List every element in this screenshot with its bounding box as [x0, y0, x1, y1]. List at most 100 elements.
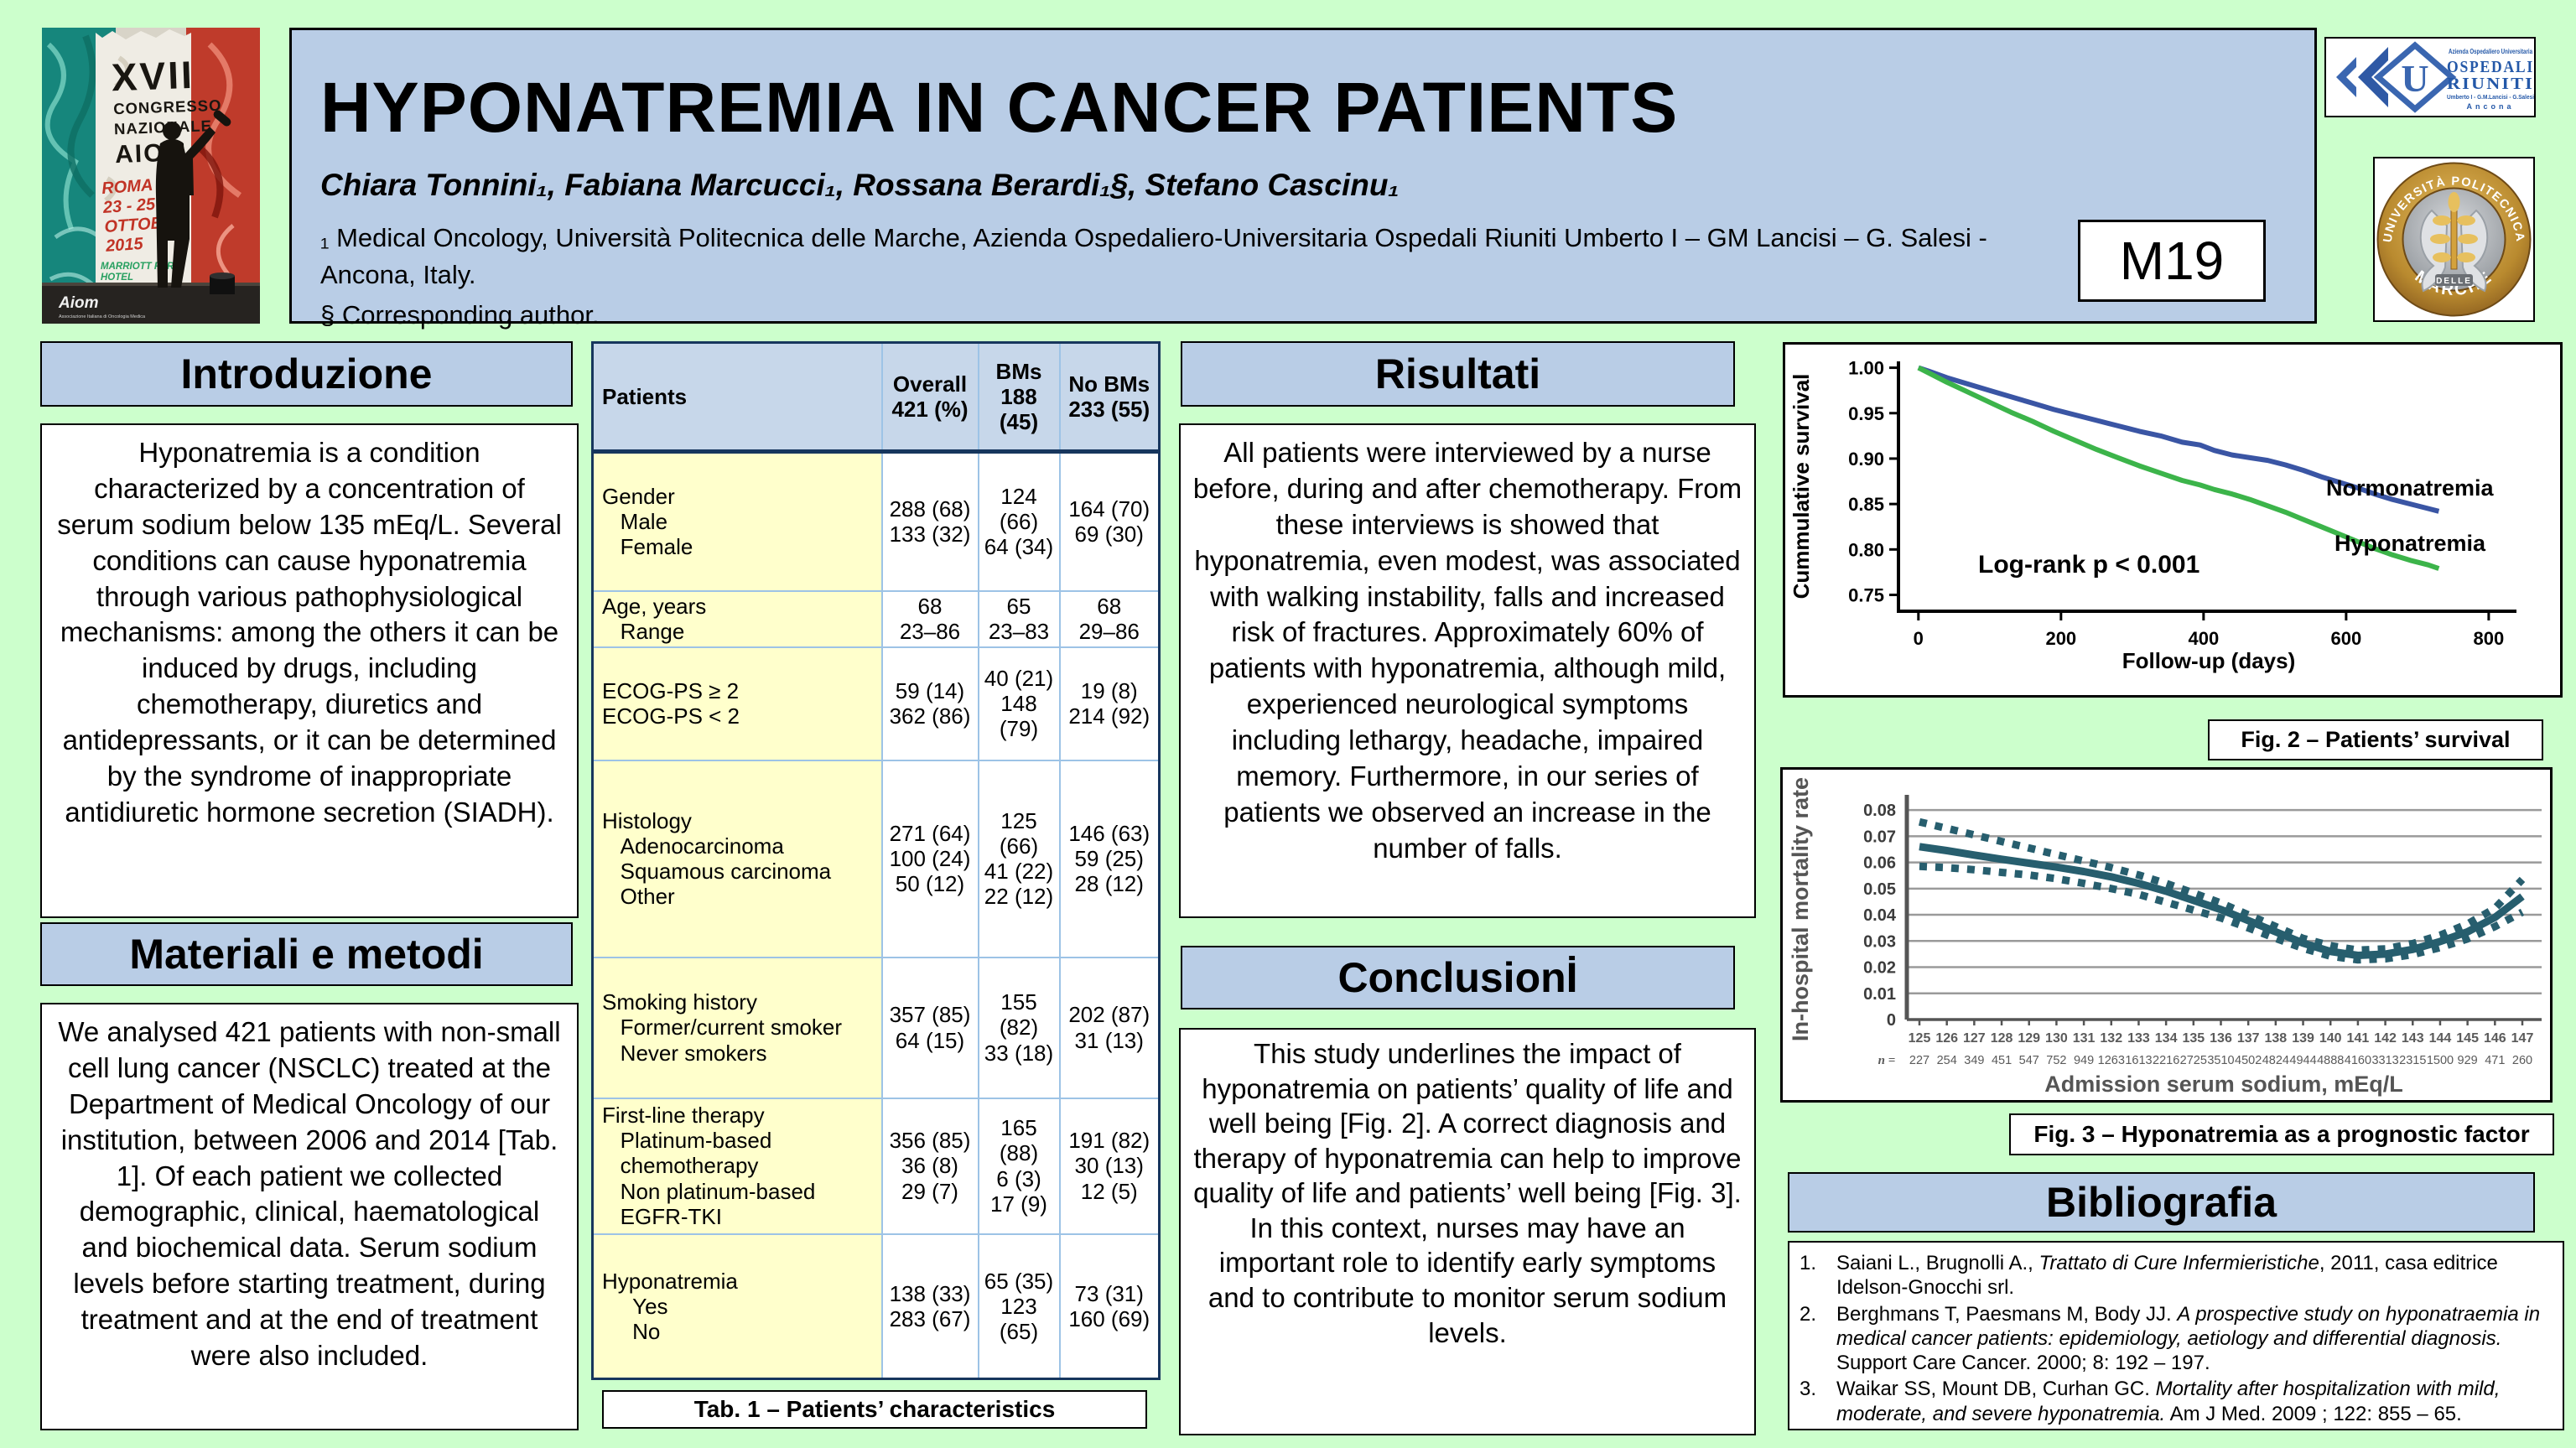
svg-text:0.85: 0.85 [1848, 494, 1884, 515]
fig2-caption: Fig. 2 – Patients’ survival [2208, 719, 2543, 760]
svg-text:1.00: 1.00 [1848, 358, 1884, 379]
svg-text:4160: 4160 [2345, 1054, 2371, 1067]
cell-nobms: 202 (87) 31 (13) [1058, 956, 1161, 1099]
cell-bms: 124 (66) 64 (34) [977, 450, 1061, 592]
svg-text:4824: 4824 [2262, 1054, 2289, 1067]
section-header-materiali: Materiali e metodi [40, 922, 573, 986]
graffiti-squiggle [67, 34, 96, 198]
section-header-bibliografia: Bibliografia [1788, 1172, 2535, 1233]
cell-bms: 155 (82) 33 (18) [977, 956, 1061, 1099]
row-label: Age, years Range [591, 589, 883, 648]
svg-text:0.80: 0.80 [1848, 539, 1884, 560]
svg-text:127: 127 [1963, 1031, 1986, 1046]
svg-text:400: 400 [2188, 628, 2219, 649]
svg-text:143: 143 [2402, 1031, 2424, 1046]
univpm-seal-image: UNIVERSITÀ POLITECNICA MARCHE DELLE [2376, 162, 2532, 317]
svg-text:4502: 4502 [2235, 1054, 2262, 1067]
svg-text:1500: 1500 [2427, 1054, 2454, 1067]
congress-year: 2015 [104, 235, 144, 256]
reference-text: Support Care Cancer. 2000; 8: 192 – 197. [1836, 1352, 2210, 1375]
col-header-bms: BMs 188 (45) [977, 341, 1061, 454]
reference-number: 3. [1800, 1378, 1817, 1401]
congress-line-xvii: XVII [111, 53, 195, 99]
section-header-introduzione: Introduzione [40, 341, 573, 407]
svg-text:Admission serum sodium, mEq/L: Admission serum sodium, mEq/L [2044, 1072, 2403, 1097]
svg-text:125: 125 [1909, 1031, 1931, 1046]
reference-number: 2. [1800, 1302, 1817, 1326]
svg-text:0.03: 0.03 [1863, 932, 1896, 951]
cell-overall: 68 23–86 [880, 589, 979, 648]
cell-nobms: 191 (82) 30 (13) 12 (5) [1058, 1097, 1161, 1235]
ground-edge [42, 283, 260, 288]
authors: Chiara Tonnini₁, Fabiana Marcucci₁, Ross… [320, 167, 1400, 202]
cell-nobms: 73 (31) 160 (69) [1058, 1233, 1161, 1380]
reference-text: , 2011, casa editrice Idelson-Gnocchi sr… [1836, 1252, 2498, 1300]
svg-text:Cummulative survival: Cummulative survival [1789, 374, 1814, 599]
svg-text:0.02: 0.02 [1863, 959, 1896, 978]
table-caption: Tab. 1 – Patients’ characteristics [602, 1390, 1147, 1429]
section-title: Risultati [1374, 350, 1541, 397]
patients-table: Patients Overall 421 (%) BMs 188 (45) No… [591, 341, 1161, 1380]
graffiti-squiggle [216, 224, 235, 276]
cell-bms: 40 (21) 148 (79) [977, 646, 1061, 761]
svg-text:0.06: 0.06 [1863, 854, 1896, 873]
svg-text:Hyponatremia: Hyponatremia [2334, 531, 2486, 556]
row-label: First-line therapy Platinum-based chemot… [591, 1097, 883, 1235]
congress-line-congresso: CONGRESSO [113, 96, 222, 117]
svg-text:2315: 2315 [2399, 1054, 2426, 1067]
ospedali-riuniti-logo-image: U Azienda Ospedaliero Universitaria OSPE… [2336, 41, 2534, 113]
svg-text:0.08: 0.08 [1863, 802, 1896, 820]
svg-text:133: 133 [2127, 1031, 2150, 1046]
svg-text:0.90: 0.90 [1848, 449, 1884, 470]
svg-text:138: 138 [2265, 1031, 2288, 1046]
svg-text:451: 451 [1992, 1054, 2012, 1067]
patients-table-wrapper: Patients Overall 421 (%) BMs 188 (45) No… [591, 341, 1161, 1380]
svg-text:128: 128 [1991, 1031, 2013, 1046]
reference-title: Trattato di Cure Infermieristiche [2038, 1252, 2319, 1274]
svg-text:227: 227 [1909, 1054, 1929, 1067]
svg-text:n =: n = [1878, 1054, 1896, 1067]
svg-text:126: 126 [1935, 1031, 1958, 1046]
svg-text:1263: 1263 [2098, 1054, 2125, 1067]
congress-venue-line2: HOTEL [101, 272, 133, 283]
cell-bms: 65 23–83 [977, 589, 1061, 648]
svg-text:0.04: 0.04 [1863, 906, 1897, 925]
congress-line-nazionale: NAZIONALE [114, 117, 213, 138]
graffiti-squiggle [194, 142, 224, 219]
table-row: Hyponatremia Yes No 138 (33) 283 (67) 65 (… [591, 1233, 1161, 1380]
ospedali-line1: Azienda Ospedaliero Universitaria [2449, 48, 2532, 55]
reference-text: Waikar SS, Mount DB, Curhan GC. [1836, 1378, 2156, 1401]
svg-text:0.75: 0.75 [1848, 584, 1884, 605]
svg-text:2216: 2216 [2153, 1054, 2179, 1067]
svg-text:141: 141 [2347, 1031, 2370, 1046]
col-header-overall: Overall 421 (%) [880, 341, 979, 454]
materiali-text: We analysed 421 patients with non-small … [40, 1003, 579, 1430]
reference-item: 1. Saiani L., Brugnolli A., Trattato di … [1800, 1251, 2549, 1300]
poster-code-badge: M19 [2078, 220, 2266, 302]
svg-text:949: 949 [2074, 1054, 2094, 1067]
cell-overall: 271 (64) 100 (24) 50 (12) [880, 759, 979, 958]
svg-text:140: 140 [2319, 1031, 2342, 1046]
svg-text:Log-rank p < 0.001: Log-rank p < 0.001 [1978, 551, 2199, 579]
cell-bms: 65 (35) 123 (65) [977, 1233, 1061, 1380]
table-row: Smoking history Former/current smoker Ne… [591, 956, 1161, 1099]
ospedali-line5: Ancona [2466, 102, 2514, 111]
cell-nobms: 19 (8) 214 (92) [1058, 646, 1161, 761]
svg-text:0.01: 0.01 [1863, 985, 1896, 1004]
painter-silhouette [155, 110, 231, 288]
svg-text:254: 254 [1937, 1054, 1957, 1067]
svg-text:0.95: 0.95 [1848, 403, 1884, 424]
affiliation: ₁ Medical Oncology, Università Politecni… [320, 222, 1987, 289]
conclusioni-text: This study underlines the impact of hypo… [1179, 1028, 1756, 1435]
header: HYPONATREMIA IN CANCER PATIENTS Chiara T… [289, 28, 2317, 330]
svg-text:1613: 1613 [2125, 1054, 2152, 1067]
svg-text:139: 139 [2292, 1031, 2314, 1046]
congress-poster-image: XVII CONGRESSO NAZIONALE AIOM ROMA 23 - … [42, 28, 260, 324]
row-label: ECOG-PS ≥ 2 ECOG-PS < 2 [591, 646, 883, 761]
svg-text:147: 147 [2511, 1031, 2534, 1046]
svg-text:800: 800 [2474, 628, 2505, 649]
svg-text:4888: 4888 [2317, 1054, 2344, 1067]
reference-text: Saiani L., Brugnolli A., [1836, 1252, 2039, 1274]
fig3-prognostic-chart: 0.08 0.07 0.06 0.05 0.04 0.03 0.02 0.01 0 125 227 1… [1780, 767, 2553, 1103]
svg-text:130: 130 [2045, 1031, 2068, 1046]
